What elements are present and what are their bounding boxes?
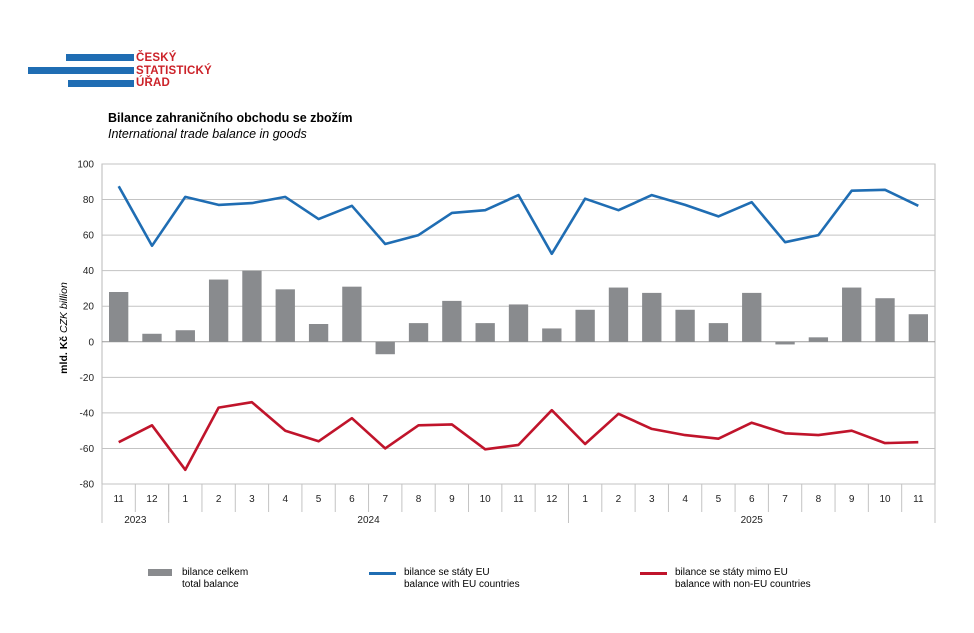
- bar-total-balance: [142, 333, 162, 342]
- bar-total-balance: [542, 328, 562, 342]
- x-tick-label: 7: [382, 494, 388, 505]
- legend-total-en: total balance: [182, 579, 239, 590]
- logo-text: ČESKÝ STATISTICKÝ ÚŘAD: [136, 52, 212, 90]
- bar-total-balance: [875, 298, 895, 342]
- x-tick-label: 11: [513, 494, 524, 505]
- logo-line-3: ÚŘAD: [136, 77, 171, 89]
- x-tick-label: 2: [216, 494, 222, 505]
- legend-swatch-total: [148, 569, 172, 576]
- logo-bar-bottom: [68, 80, 134, 87]
- bar-total-balance: [808, 337, 829, 342]
- y-tick-label: -80: [80, 480, 95, 491]
- bar-total-balance: [475, 323, 495, 342]
- bar-total-balance: [242, 270, 262, 342]
- bar-total-balance: [375, 341, 395, 355]
- legend-non-eu-cz: bilance se státy mimo EU: [675, 567, 788, 578]
- x-tick-label: 3: [649, 494, 655, 505]
- year-label: 2023: [124, 515, 147, 526]
- x-tick-label: 1: [183, 494, 189, 505]
- bar-total-balance: [442, 300, 462, 342]
- y-tick-label: -40: [80, 408, 95, 419]
- y-tick-label: 0: [88, 337, 94, 348]
- y-tick-label: 100: [77, 160, 94, 171]
- bar-total-balance: [108, 292, 129, 342]
- y-tick-label: -60: [80, 444, 95, 455]
- bar-total-balance: [708, 323, 729, 342]
- x-tick-label: 11: [113, 494, 124, 505]
- bar-total-balance: [642, 292, 662, 342]
- x-tick-label: 3: [249, 494, 255, 505]
- bar-total-balance: [608, 287, 629, 342]
- x-tick-label: 9: [849, 494, 855, 505]
- bar-total-balance: [342, 286, 362, 342]
- x-tick-label: 10: [480, 494, 492, 505]
- y-tick-label: 80: [83, 195, 95, 206]
- x-tick-label: 5: [716, 494, 722, 505]
- x-tick-label: 6: [349, 494, 355, 505]
- logo-line-1: ČESKÝ: [136, 52, 177, 64]
- csu-logo: ČESKÝ STATISTICKÝ ÚŘAD: [28, 52, 212, 92]
- legend-total: bilance celkem total balance: [182, 567, 248, 591]
- bar-total-balance: [208, 279, 229, 342]
- bar-total-balance: [175, 330, 195, 342]
- chart-subtitle: International trade balance in goods: [108, 127, 307, 141]
- legend-swatch-eu: [369, 572, 396, 575]
- logo-bar-middle: [28, 67, 134, 74]
- y-axis-title-en: CZK billion: [58, 282, 70, 333]
- x-tick-label: 1: [582, 494, 588, 505]
- y-tick-label: 40: [83, 266, 95, 277]
- bar-total-balance: [742, 292, 762, 342]
- y-tick-label: 60: [83, 231, 95, 242]
- line-non-eu-balance: [118, 400, 919, 472]
- x-tick-label: 12: [546, 494, 558, 505]
- bar-total-balance: [308, 324, 329, 342]
- x-tick-label: 4: [682, 494, 688, 505]
- x-tick-label: 6: [749, 494, 755, 505]
- bar-total-balance: [508, 304, 529, 342]
- logo-bar-top: [66, 54, 134, 61]
- legend-non-eu: bilance se státy mimo EU balance with no…: [675, 567, 811, 591]
- year-label: 2025: [741, 515, 764, 526]
- year-label: 2024: [357, 515, 380, 526]
- legend-swatch-non-eu: [640, 572, 667, 575]
- x-tick-label: 5: [316, 494, 322, 505]
- legend-total-cz: bilance celkem: [182, 567, 249, 578]
- line-eu-balance: [117, 185, 919, 256]
- bar-total-balance: [775, 341, 795, 345]
- bar-total-balance: [908, 314, 929, 342]
- bar-total-balance: [275, 289, 295, 342]
- legend-eu-en: balance with EU countries: [404, 579, 520, 590]
- legend-eu: bilance se státy EU balance with EU coun…: [404, 567, 520, 591]
- bar-total-balance: [575, 309, 595, 342]
- legend-non-eu-en: balance with non-EU countries: [675, 579, 811, 590]
- x-tick-label: 10: [879, 494, 891, 505]
- x-tick-label: 7: [782, 494, 788, 505]
- y-axis-title: mld. Kč CZK billion: [58, 282, 70, 374]
- logo-line-2: STATISTICKÝ: [136, 64, 212, 77]
- y-tick-label: -20: [80, 373, 95, 384]
- y-tick-label: 20: [83, 302, 95, 313]
- x-tick-label: 8: [416, 494, 422, 505]
- x-tick-label: 11: [913, 494, 924, 505]
- bar-total-balance: [842, 287, 862, 342]
- chart-title: Bilance zahraničního obchodu se zbožím: [108, 111, 353, 125]
- y-axis-title-cz: mld. Kč: [58, 333, 70, 374]
- x-tick-label: 9: [449, 494, 455, 505]
- x-tick-label: 8: [816, 494, 822, 505]
- x-tick-label: 4: [282, 494, 288, 505]
- bar-total-balance: [408, 323, 429, 342]
- x-tick-label: 2: [616, 494, 622, 505]
- bar-total-balance: [675, 309, 695, 342]
- legend-eu-cz: bilance se státy EU: [404, 567, 490, 578]
- x-tick-label: 12: [146, 494, 158, 505]
